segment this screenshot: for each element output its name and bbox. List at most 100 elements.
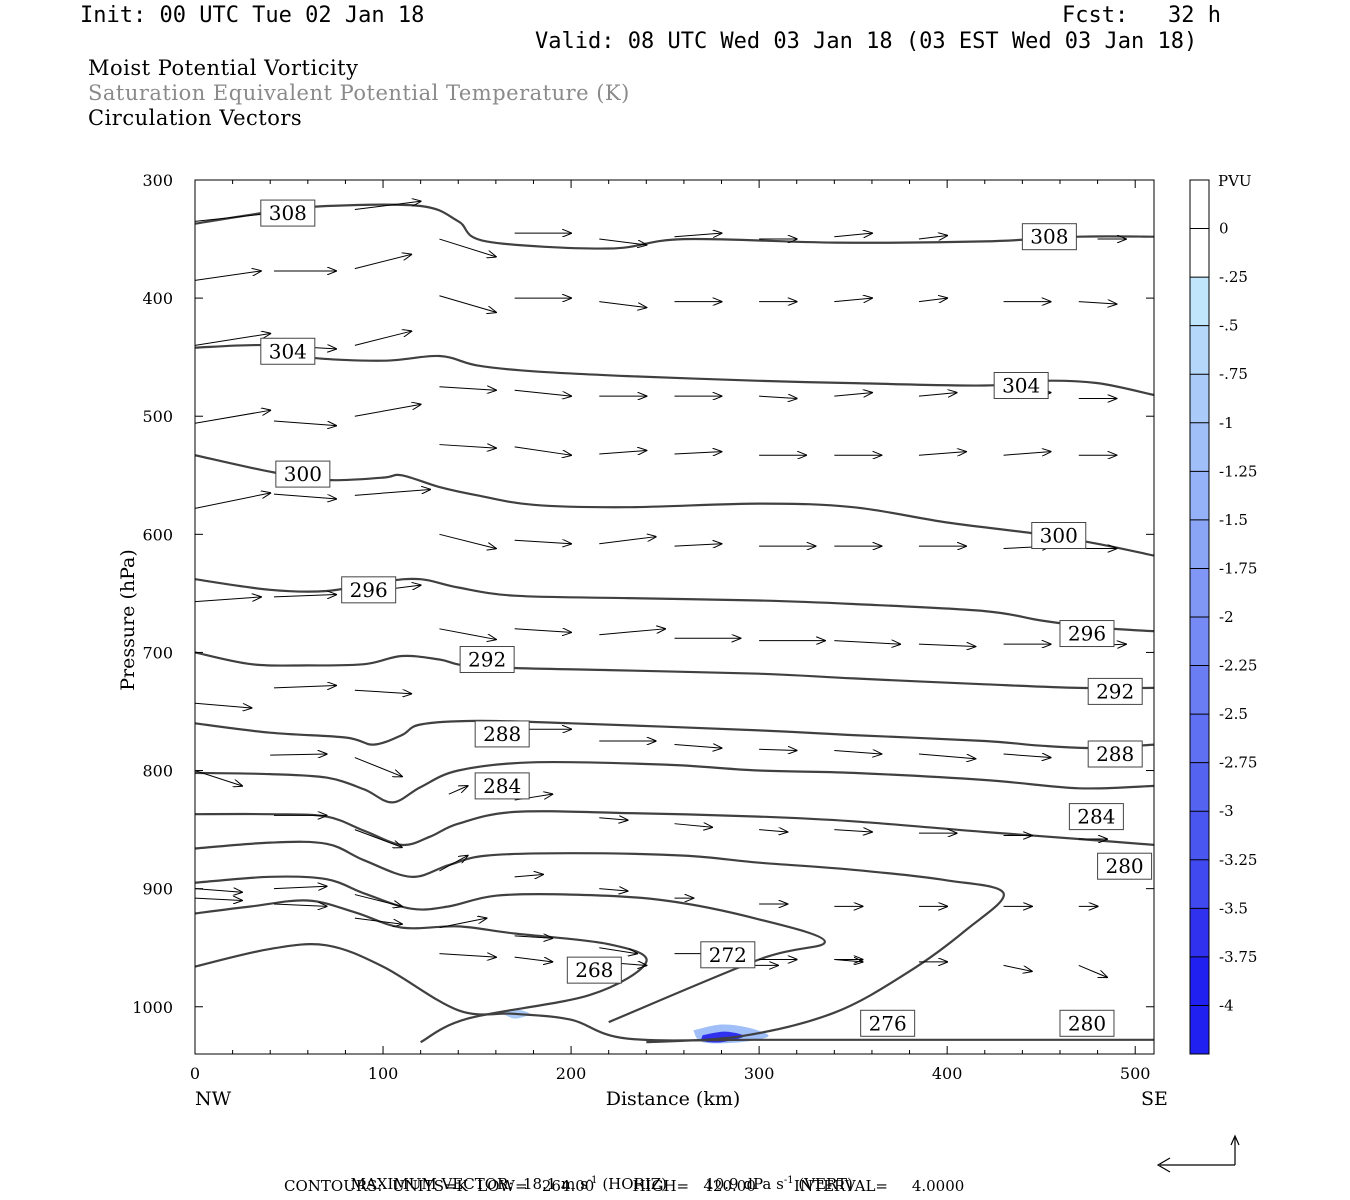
contour-label-text: 276 <box>869 1011 907 1035</box>
contour-label: 308 <box>1021 223 1077 251</box>
circulation-vector <box>674 233 722 237</box>
contour-label-box <box>1059 1009 1115 1037</box>
field-pv-title: Moist Potential Vorticity <box>88 56 359 80</box>
y-tick-label: 800 <box>142 762 173 781</box>
contour-label-box <box>474 772 530 800</box>
contour-label: 272 <box>700 941 756 969</box>
circulation-vector <box>439 954 495 958</box>
contour-label: 300 <box>275 460 331 488</box>
theta-contour-300 <box>195 454 1154 557</box>
circulation-vector <box>354 489 430 496</box>
circulation-vector <box>354 757 402 777</box>
circulation-vector <box>759 749 797 750</box>
circulation-vector <box>195 493 270 509</box>
colorbar-swatch <box>1190 471 1209 521</box>
y-tick-label: 700 <box>142 643 173 662</box>
colorbar-swatch <box>1190 422 1209 472</box>
contour-label-text: 304 <box>1002 374 1040 398</box>
contour-label-box <box>1031 522 1087 550</box>
horiz-unit: (HORIZ) <box>597 1175 668 1193</box>
x-tick-label: 300 <box>744 1064 775 1083</box>
circulation-vector <box>674 544 722 546</box>
circulation-vector <box>195 410 270 424</box>
colorbar-swatch <box>1190 762 1209 812</box>
contour-label-box <box>474 720 530 748</box>
contour-label-box <box>1059 620 1115 648</box>
circulation-vector <box>918 298 947 302</box>
circulation-vector <box>599 947 637 954</box>
init-time: Init: 00 UTC Tue 02 Jan 18 <box>80 3 425 28</box>
field-theta-title: Saturation Equivalent Potential Temperat… <box>88 81 630 105</box>
contour-label-text: 296 <box>1068 622 1106 646</box>
contour-label-text: 296 <box>350 578 388 602</box>
contour-label-text: 280 <box>1105 854 1143 878</box>
circulation-vector <box>514 389 571 396</box>
theta-contour-296 <box>195 577 1154 633</box>
y-axis-label: Pressure (hPa) <box>117 549 139 691</box>
contour-label-text: 284 <box>1077 805 1115 829</box>
contour-label-box <box>260 199 316 227</box>
circulation-vector <box>1003 754 1051 758</box>
circulation-vector <box>514 446 571 455</box>
circulation-vector <box>599 818 627 820</box>
circulation-vector <box>354 829 402 848</box>
circulation-vector <box>273 595 336 597</box>
contour-label-text: 308 <box>1030 225 1068 249</box>
circulation-vector <box>439 238 495 257</box>
circulation-vector <box>439 628 495 640</box>
y-tick-label: 1000 <box>132 998 173 1017</box>
contour-label: 308 <box>260 199 316 227</box>
circulation-vector <box>674 452 722 454</box>
contour-label-box <box>1021 223 1077 251</box>
theta-contour-264 <box>195 943 1154 1042</box>
colorbar-label: -2.75 <box>1219 754 1257 772</box>
colorbar-label: -3 <box>1219 802 1234 820</box>
x-tick-label: 200 <box>556 1064 587 1083</box>
colorbar: 0 -.25 -.5 -.75 -1 -1.25 -1.5 -1.75 -2 -2.25 -2.5 -… <box>1189 179 1257 1055</box>
colorbar-label: -1.5 <box>1219 511 1248 529</box>
circulation-vector <box>273 420 336 426</box>
contour-label-box <box>1097 852 1153 880</box>
contour-label: 284 <box>474 772 530 800</box>
nw-end-label: NW <box>195 1088 232 1110</box>
circulation-vector <box>354 917 402 924</box>
circulation-vector <box>439 533 495 548</box>
colorbar-label: -1.75 <box>1219 559 1257 577</box>
colorbar-swatch <box>1190 374 1209 424</box>
contour-label-text: 280 <box>1068 1011 1106 1035</box>
theta-contour-284 <box>195 760 1154 804</box>
plot-frame <box>194 179 1155 1055</box>
contour-label-text: 288 <box>1096 742 1134 766</box>
colorbar-label: -.5 <box>1219 317 1238 335</box>
contour-label: 288 <box>474 720 530 748</box>
pv-shading-layer <box>270 864 1154 1044</box>
contour-label-box <box>260 337 316 365</box>
circulation-vector <box>834 233 872 237</box>
y-tick-label: 300 <box>142 171 173 190</box>
circulation-vector <box>834 298 872 302</box>
colorbar-label: -4 <box>1219 996 1234 1014</box>
circulation-vector <box>834 641 900 645</box>
colorbar-swatch <box>1190 228 1209 278</box>
contour-label-text: 268 <box>575 958 613 982</box>
contour-label: 276 <box>860 1009 916 1037</box>
circulation-vector <box>514 629 571 633</box>
max-vector-line: MAXIMUM VECTOR: 18.1 m s-1 (HORIZ) 10.9 … <box>341 1157 853 1193</box>
contours-info: CONTOURS: UNITS=K LOW= 264.00 HIGH= 420.… <box>284 1177 965 1195</box>
theta-contour-308 <box>195 203 1154 250</box>
theta-contour-288 <box>195 719 1154 750</box>
circulation-vector <box>834 393 872 397</box>
circulation-vector <box>195 271 261 281</box>
contour-label-box <box>459 646 515 674</box>
circulation-vector <box>439 387 495 391</box>
circulation-vector <box>759 396 797 398</box>
circulation-vector <box>514 874 543 876</box>
contour-label-box <box>1087 677 1143 705</box>
circulation-vector <box>599 450 646 454</box>
contour-label-text: 284 <box>483 774 521 798</box>
circulation-vector <box>1078 964 1107 977</box>
circulation-vector <box>834 830 872 832</box>
colorbar-swatch <box>1190 519 1209 569</box>
circulation-vector <box>195 898 242 900</box>
